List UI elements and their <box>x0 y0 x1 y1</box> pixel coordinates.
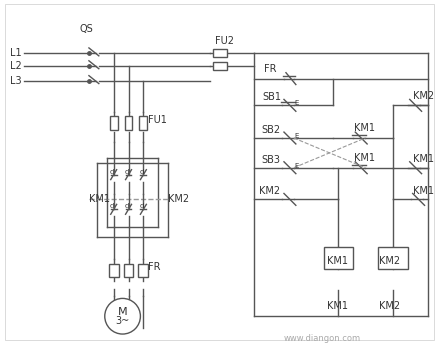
Text: SB1: SB1 <box>262 92 281 102</box>
Text: SB2: SB2 <box>261 125 280 135</box>
Text: KM1: KM1 <box>326 256 348 266</box>
Text: QS: QS <box>79 24 93 34</box>
Text: FU1: FU1 <box>148 115 167 125</box>
Text: E: E <box>295 163 299 169</box>
Text: FR: FR <box>148 262 161 272</box>
Text: d: d <box>110 169 114 175</box>
Text: 3~: 3~ <box>115 316 130 326</box>
Text: www.diangon.com: www.diangon.com <box>284 334 361 343</box>
Text: L2: L2 <box>10 61 22 71</box>
FancyBboxPatch shape <box>139 264 148 277</box>
Text: E: E <box>295 133 299 139</box>
FancyBboxPatch shape <box>139 116 147 130</box>
Text: KM2: KM2 <box>259 187 280 197</box>
FancyBboxPatch shape <box>125 116 132 130</box>
Text: d: d <box>125 203 129 209</box>
Text: KM1: KM1 <box>413 187 434 197</box>
Text: d: d <box>125 169 129 175</box>
FancyBboxPatch shape <box>109 264 119 277</box>
Text: d: d <box>139 169 144 175</box>
FancyBboxPatch shape <box>378 247 408 269</box>
FancyBboxPatch shape <box>323 247 353 269</box>
FancyBboxPatch shape <box>213 62 227 70</box>
Text: L1: L1 <box>10 48 22 58</box>
Text: KM2: KM2 <box>379 301 400 311</box>
Text: KM1: KM1 <box>413 154 434 164</box>
Text: KM1: KM1 <box>354 153 375 163</box>
Text: KM2: KM2 <box>413 91 434 101</box>
FancyBboxPatch shape <box>213 49 227 57</box>
Text: KM2: KM2 <box>379 256 400 266</box>
FancyBboxPatch shape <box>124 264 133 277</box>
Text: FR: FR <box>264 64 277 74</box>
Text: E: E <box>295 100 299 106</box>
FancyBboxPatch shape <box>110 116 117 130</box>
Text: KM1: KM1 <box>354 123 375 133</box>
Text: d: d <box>110 203 114 209</box>
Text: KM1: KM1 <box>89 194 110 204</box>
Text: M: M <box>118 307 128 317</box>
Text: KM1: KM1 <box>326 301 348 311</box>
Text: FU2: FU2 <box>215 36 234 46</box>
Circle shape <box>105 298 140 334</box>
Text: L3: L3 <box>10 76 22 86</box>
Text: SB3: SB3 <box>261 155 280 165</box>
Text: KM2: KM2 <box>168 194 189 204</box>
Text: d: d <box>139 203 144 209</box>
